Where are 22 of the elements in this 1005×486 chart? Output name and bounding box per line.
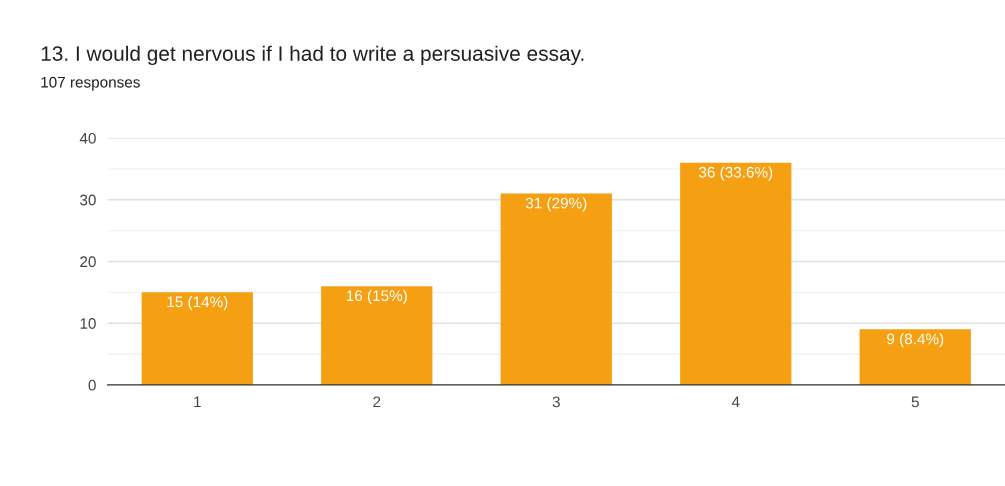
x-tick-label: 3 [552, 396, 560, 408]
x-tick-label: 5 [911, 396, 919, 408]
data-label: 9 (8.4%) [887, 333, 944, 348]
chart-title: 13. I would get nervous if I had to write a persuasive essay. [41, 45, 584, 66]
x-tick-label: 1 [194, 396, 201, 408]
y-tick-label: 10 [80, 318, 96, 329]
y-tick-label: 30 [80, 194, 96, 206]
bar [321, 286, 433, 385]
data-label: 31 (29%) [525, 197, 587, 212]
bar [500, 193, 612, 385]
y-tick-label: 0 [88, 379, 96, 391]
data-label: 16 (15%) [346, 289, 407, 305]
x-tick-label: 2 [373, 396, 381, 408]
x-tick-label: 4 [731, 396, 740, 408]
bar [680, 162, 792, 385]
bar [141, 292, 253, 385]
y-tick-label: 40 [79, 132, 96, 144]
data-label: 15 (14%) [167, 296, 228, 311]
bar [859, 329, 971, 385]
y-tick-label: 20 [80, 256, 96, 268]
data-label: 36 (33.6%) [698, 166, 773, 181]
chart-subtitle: 107 responses [41, 76, 140, 91]
